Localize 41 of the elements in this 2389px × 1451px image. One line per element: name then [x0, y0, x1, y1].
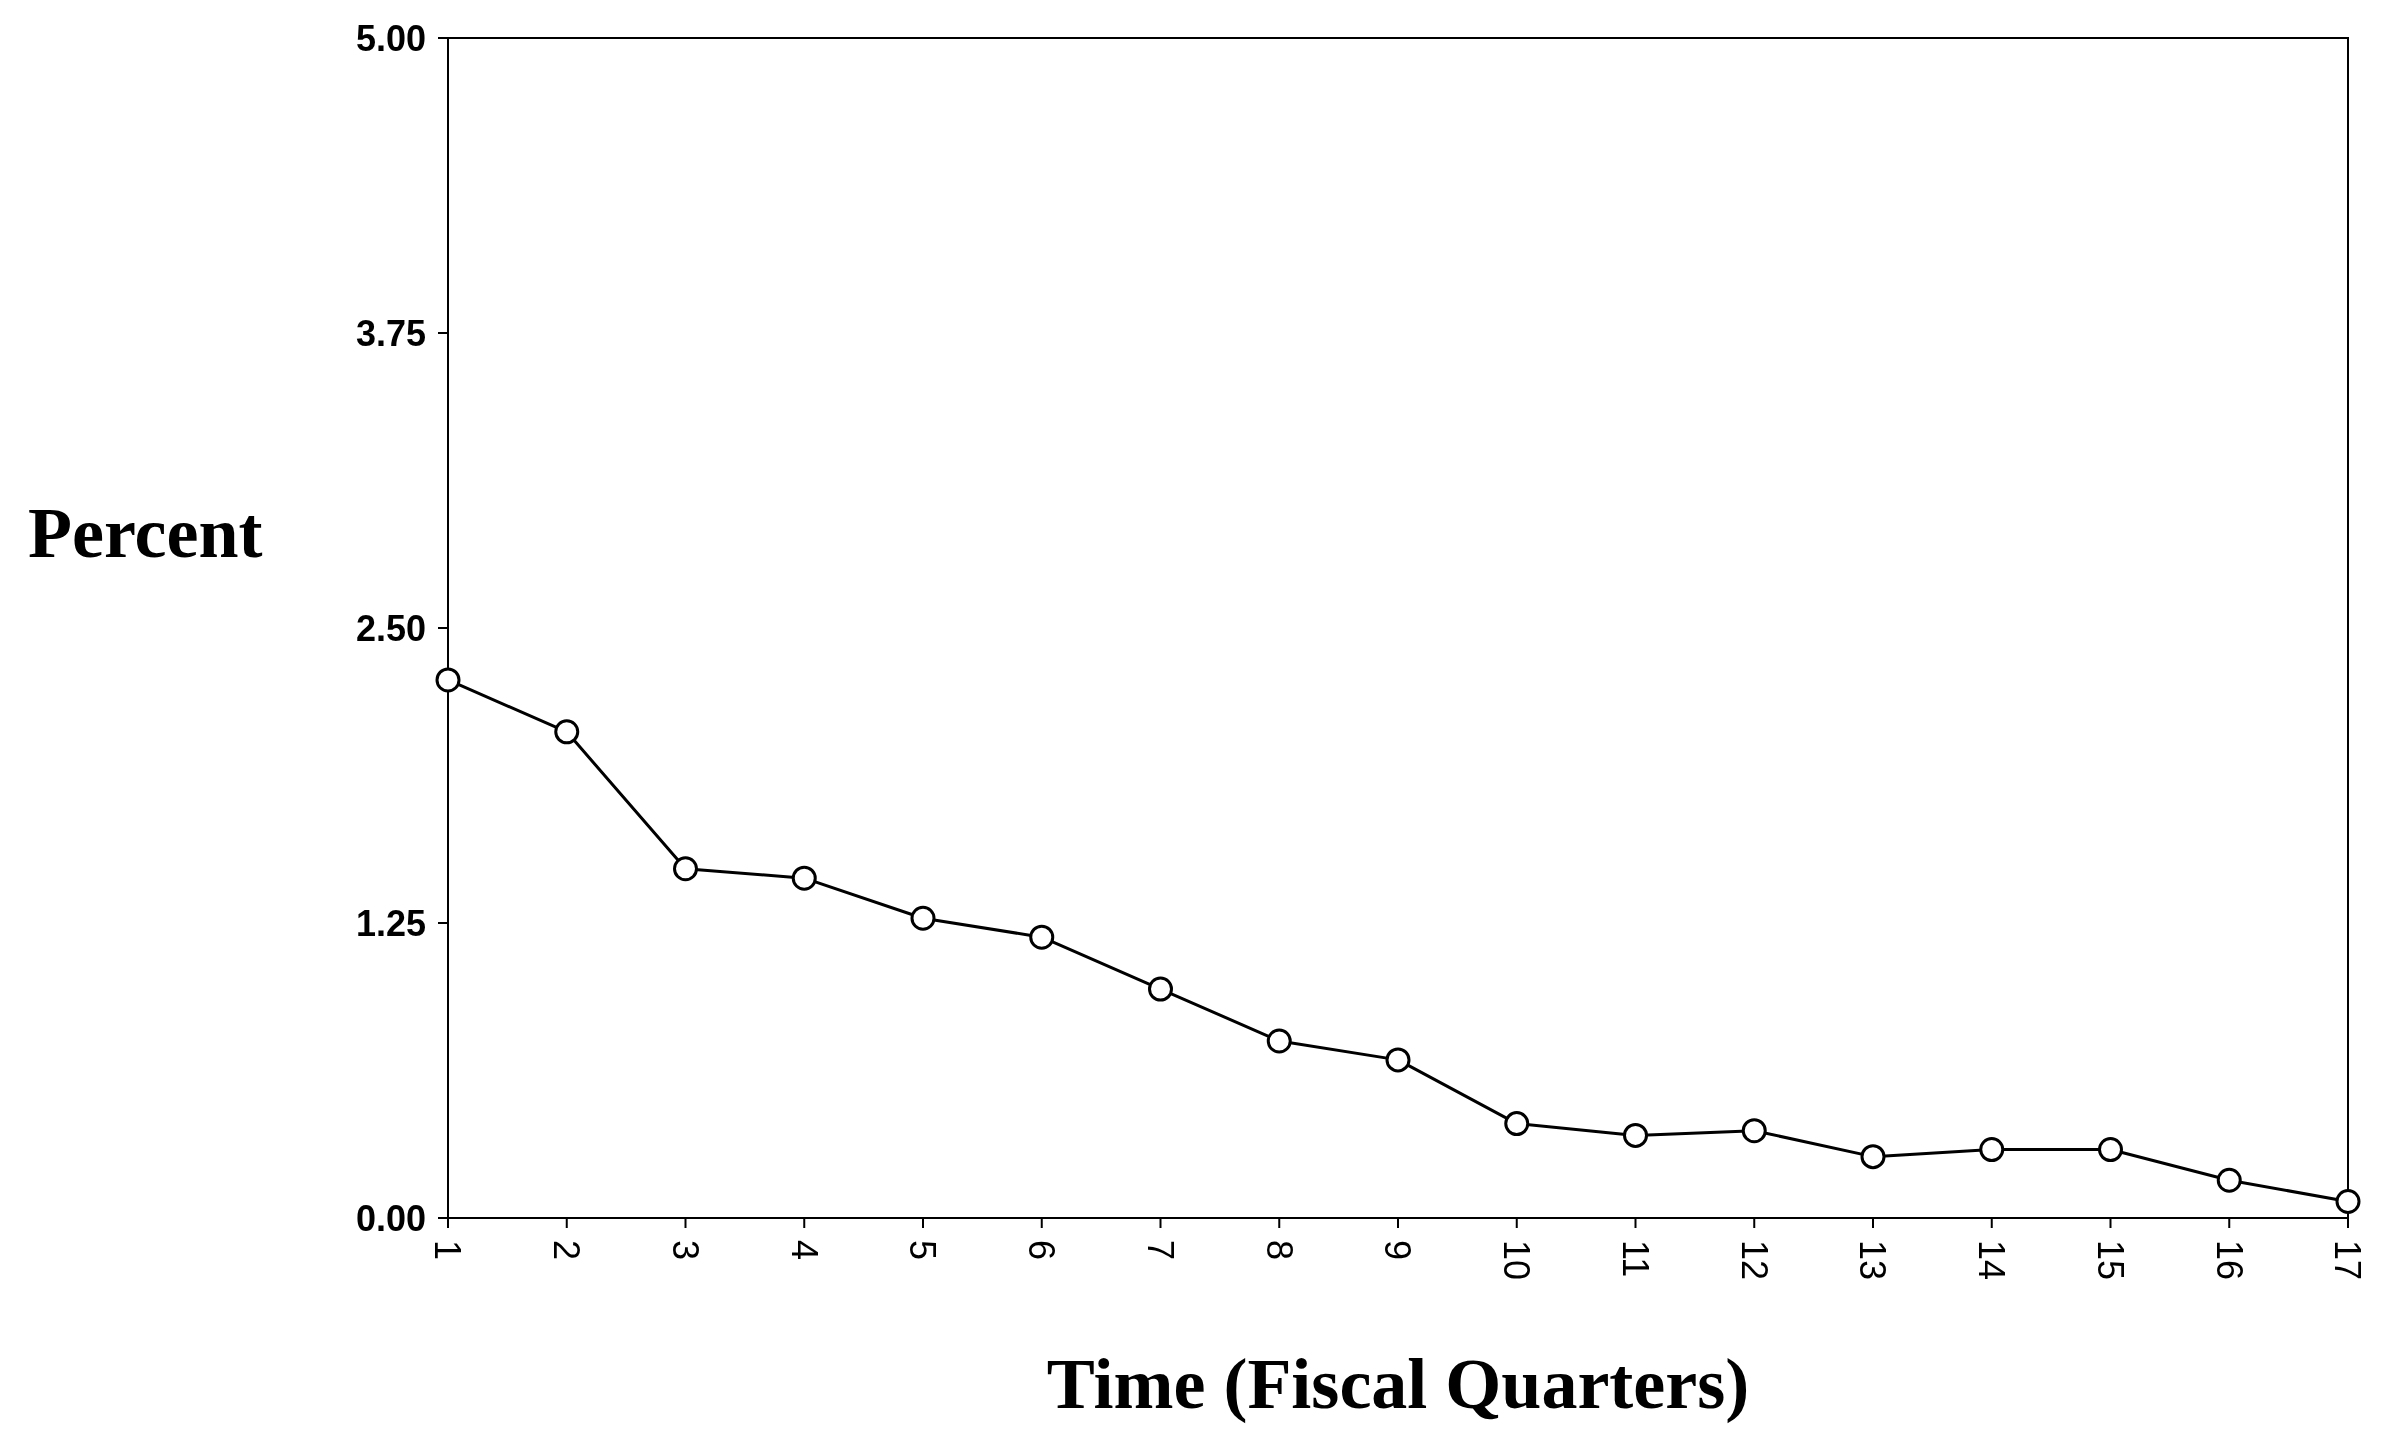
- x-tick-label: 9: [1377, 1240, 1419, 1261]
- point: [1504, 1111, 1530, 1137]
- point: [1266, 1028, 1292, 1054]
- x-tick-label: 2: [546, 1240, 588, 1261]
- point: [1385, 1047, 1411, 1073]
- y-tick-label: 3.75: [355, 312, 426, 354]
- x-tick-label: 11: [1614, 1240, 1656, 1278]
- x-tick-label: 14: [1971, 1240, 2013, 1281]
- x-tick-label: 16: [2208, 1240, 2250, 1281]
- point: [673, 856, 698, 882]
- x-tick-label: 10: [1496, 1240, 1538, 1281]
- x-tick-label: 1: [427, 1240, 469, 1261]
- y-tick-label: 0.00: [355, 1197, 426, 1239]
- point: [1860, 1144, 1886, 1170]
- x-tick-label: 3: [664, 1240, 706, 1261]
- point: [1979, 1137, 2005, 1163]
- x-tick-label: 6: [1021, 1240, 1063, 1261]
- y-tick-label: 5.00: [355, 17, 426, 59]
- point: [2335, 1188, 2361, 1214]
- point: [2216, 1167, 2242, 1193]
- point: [2098, 1137, 2123, 1163]
- y-tick-label: 2.50: [355, 607, 426, 649]
- point: [791, 865, 817, 891]
- x-tick-label: 8: [1258, 1240, 1300, 1261]
- x-tick-label: 15: [2089, 1240, 2131, 1281]
- y-axis-title: Percent: [28, 493, 263, 574]
- x-tick-label: 12: [1733, 1240, 1775, 1281]
- y-tick-label: 1.25: [355, 902, 426, 944]
- point: [1148, 976, 1173, 1002]
- point: [435, 667, 461, 693]
- x-axis-title: Time (Fiscal Quarters): [1046, 1344, 1750, 1424]
- x-tick-label: 17: [2327, 1240, 2369, 1281]
- x-tick-label: 13: [1852, 1240, 1894, 1281]
- point: [910, 905, 936, 931]
- x-tick-label: 5: [902, 1240, 944, 1261]
- point: [554, 719, 580, 745]
- point: [1741, 1118, 1767, 1144]
- x-tick-label: 7: [1139, 1240, 1181, 1261]
- point: [1029, 924, 1055, 950]
- point: [1623, 1122, 1648, 1148]
- x-tick-label: 4: [783, 1240, 825, 1261]
